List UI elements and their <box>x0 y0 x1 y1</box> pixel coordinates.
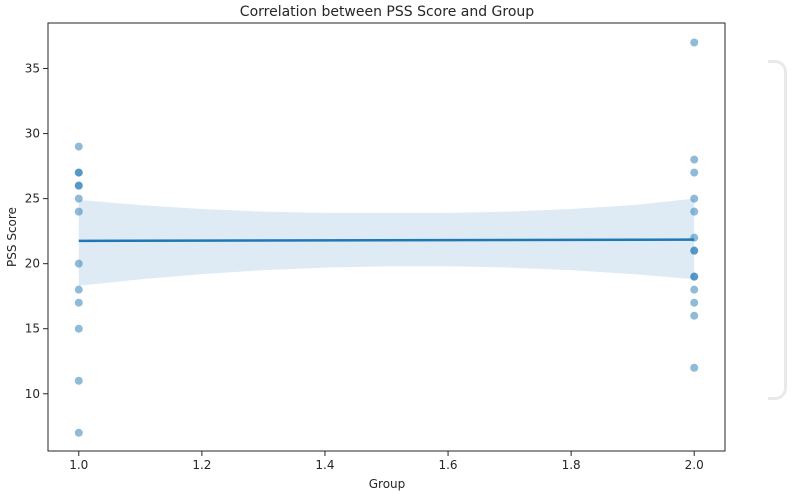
x-tick-label: 1.2 <box>192 458 211 472</box>
y-tick-label: 35 <box>25 62 40 76</box>
data-points-layer <box>74 38 699 437</box>
x-tick-label: 1.8 <box>562 458 581 472</box>
data-point <box>690 194 699 203</box>
regression-line-layer <box>78 238 695 243</box>
data-point <box>74 324 83 333</box>
data-point <box>74 259 83 268</box>
y-tick-label: 30 <box>25 127 40 141</box>
chart-title: Correlation between PSS Score and Group <box>240 4 534 20</box>
data-point <box>690 155 699 164</box>
y-tick-label: 15 <box>25 322 40 336</box>
data-point <box>74 181 83 190</box>
data-point <box>690 233 699 242</box>
y-axis-label: PSS Score <box>5 207 19 267</box>
data-point <box>74 428 83 437</box>
x-axis-label: Group <box>369 477 406 491</box>
data-point <box>74 142 83 151</box>
data-point <box>74 285 83 294</box>
data-point <box>74 207 83 216</box>
data-point <box>690 298 699 307</box>
x-tick-label: 1.4 <box>315 458 334 472</box>
data-point <box>690 311 699 320</box>
data-point <box>690 246 699 255</box>
y-tick-label: 20 <box>25 257 40 271</box>
data-point <box>74 168 83 177</box>
data-point <box>74 298 83 307</box>
y-axis-ticks: 10 15 20 25 30 35 <box>25 62 48 401</box>
y-tick-label: 25 <box>25 192 40 206</box>
data-point <box>74 194 83 203</box>
data-point <box>690 207 699 216</box>
x-axis-ticks: 1.0 1.2 1.4 1.6 1.8 2.0 <box>69 451 704 472</box>
data-point <box>690 272 699 281</box>
regression-line <box>78 238 695 243</box>
side-panel-bracket <box>768 60 787 400</box>
plot-frame <box>47 22 726 452</box>
confidence-band-layer <box>78 198 695 286</box>
confidence-band <box>78 198 695 286</box>
data-point <box>690 38 699 47</box>
data-point <box>74 376 83 385</box>
x-tick-label: 1.6 <box>438 458 457 472</box>
data-point <box>690 363 699 372</box>
y-tick-label: 10 <box>25 387 40 401</box>
x-tick-label: 2.0 <box>685 458 704 472</box>
x-tick-label: 1.0 <box>69 458 88 472</box>
data-point <box>690 168 699 177</box>
data-point <box>690 285 699 294</box>
